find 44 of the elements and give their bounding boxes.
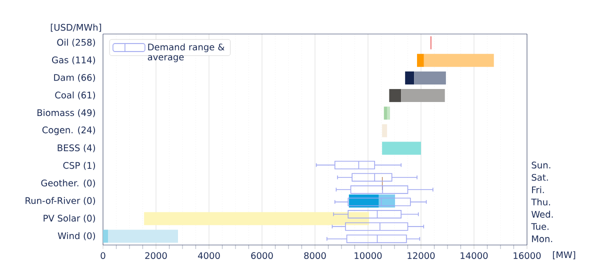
y-axis-title: [USD/MWh] [50,24,102,32]
bar [384,106,388,120]
bar [417,54,424,67]
bar [103,230,108,243]
legend-label: Demand range & average [148,43,224,62]
x-tick-label: 4000 [198,252,220,260]
x-tick-label: 14000 [460,252,488,260]
y-tick-label: Dam (66) [54,74,96,82]
y-tick-label: PV Solar (0) [44,214,96,223]
x-tick-label: 12000 [408,252,435,260]
bar [414,71,446,84]
y-tick-label: Oil (258) [57,38,96,47]
x-tick-label: 10000 [354,252,382,260]
bar [389,89,402,102]
bar [108,230,178,243]
y-tick-label: CSP (1) [63,162,96,170]
y-tick-label: Gas (114) [52,56,96,64]
y-tick-label: Thu. [531,198,550,206]
bar [387,106,390,120]
x-tick-label: 2000 [145,252,167,260]
bar [382,142,422,155]
bar [144,212,370,226]
y-tick-label: Sat. [532,174,548,181]
y-tick-label: Mon. [532,236,552,242]
bar [424,54,494,67]
y-tick-label: Fri. [532,186,544,194]
y-tick-label: Cogen. (24) [42,126,96,136]
y-tick-label: BESS (4) [58,144,96,152]
y-tick-label: Coal (61) [55,92,96,100]
x-tick-label: 6000 [251,252,273,260]
bar [401,89,445,102]
x-tick-label: 0 [100,252,106,260]
bar [405,71,414,84]
x-axis-title: [MW] [552,251,576,260]
x-tick-label: 8000 [304,252,326,260]
y-tick-label: Wind (0) [58,232,96,240]
y-tick-label: Tue. [531,223,548,230]
y-tick-label: Wed. [532,210,553,218]
y-tick-label: Biomass (49) [38,109,96,118]
x-tick-label: 16000 [514,252,541,260]
y-tick-label: Sun. [532,162,550,168]
y-tick-label: Geother. (0) [41,179,96,188]
y-tick-label: Run-of-River (0) [26,197,96,206]
bar [382,124,388,138]
